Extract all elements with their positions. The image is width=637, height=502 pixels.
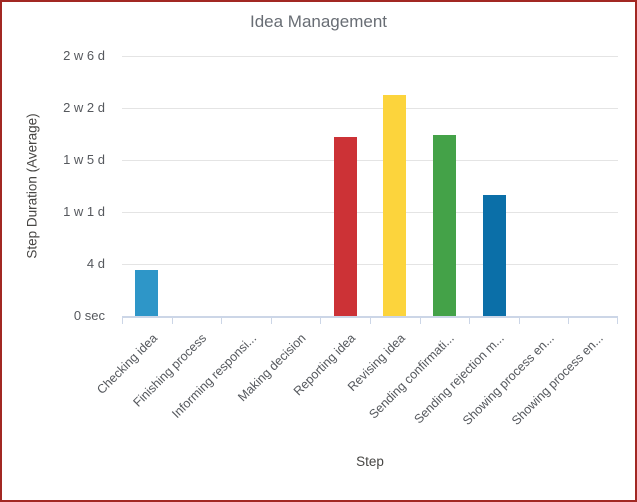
x-tick bbox=[172, 318, 173, 324]
x-category-label-text: Showing process en... bbox=[459, 331, 557, 428]
x-tick bbox=[271, 318, 272, 324]
bar-reporting-idea[interactable] bbox=[333, 137, 357, 316]
x-category-label-text: Sending confirmati... bbox=[366, 331, 458, 422]
x-category-label-text: Sending rejection m... bbox=[411, 331, 507, 427]
y-tick-label: 1 w 1 d bbox=[63, 204, 105, 219]
y-tick-label: 2 w 2 d bbox=[63, 100, 105, 115]
x-category-label-text: Showing process en... bbox=[509, 331, 607, 428]
x-tick bbox=[221, 318, 222, 324]
x-tick bbox=[469, 318, 470, 324]
gridline bbox=[122, 160, 618, 161]
plot-area bbox=[122, 50, 618, 324]
y-tick-label: 2 w 6 d bbox=[63, 48, 105, 63]
bar-checking-idea[interactable] bbox=[135, 270, 159, 316]
y-tick-label: 4 d bbox=[86, 256, 105, 271]
y-axis-title: Step Duration (Average) bbox=[24, 113, 40, 259]
x-tick bbox=[420, 318, 421, 324]
x-tick bbox=[122, 318, 123, 324]
gridline bbox=[122, 56, 618, 57]
x-axis-line bbox=[122, 316, 618, 318]
gridline bbox=[122, 108, 618, 109]
y-tick-label: 1 w 5 d bbox=[63, 152, 105, 167]
x-category-label-text: Informing responsi... bbox=[168, 331, 259, 421]
chart-title: Idea Management bbox=[249, 12, 388, 31]
x-tick bbox=[519, 318, 520, 324]
x-tick bbox=[617, 318, 618, 324]
bar-sending-confirmati[interactable] bbox=[432, 135, 456, 316]
x-tick bbox=[320, 318, 321, 324]
gridline bbox=[122, 212, 618, 213]
gridline bbox=[122, 264, 618, 265]
bar-revising-idea[interactable] bbox=[383, 95, 407, 316]
bar-sending-rejection-m[interactable] bbox=[482, 195, 506, 316]
y-tick-label: 0 sec bbox=[73, 308, 105, 323]
x-tick bbox=[568, 318, 569, 324]
x-axis-title: Step bbox=[356, 454, 384, 469]
x-tick bbox=[370, 318, 371, 324]
